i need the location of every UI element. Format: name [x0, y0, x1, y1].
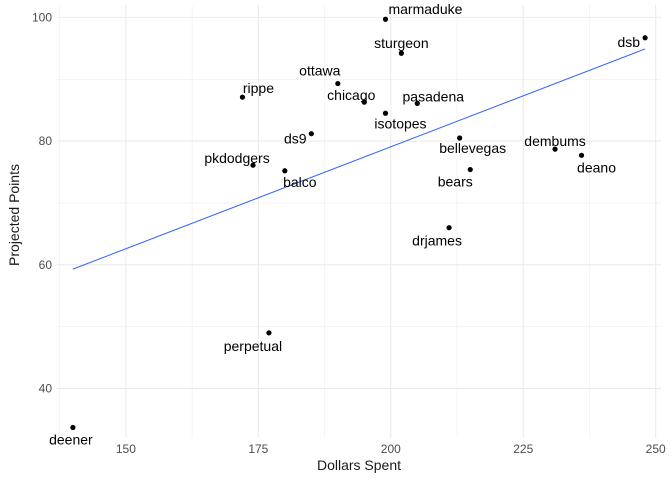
y-tick-label: 100: [32, 10, 52, 24]
data-point: [239, 94, 246, 100]
point-label: pkdodgers: [204, 150, 269, 166]
trend-line-layer: [72, 48, 646, 270]
point-label: pasadena: [403, 88, 465, 104]
data-points: [70, 16, 648, 431]
y-axis-title: Projected Points: [6, 164, 22, 266]
point-label: perpetual: [224, 338, 282, 354]
point-label: ds9: [284, 131, 307, 147]
y-tick-label: 40: [39, 382, 53, 396]
point-label: dsb: [618, 34, 641, 50]
point-label: deano: [577, 159, 616, 175]
point-label: marmaduke: [388, 1, 462, 17]
data-point: [282, 168, 288, 174]
data-point: [578, 152, 585, 158]
data-point: [398, 50, 404, 56]
point-label: isotopes: [374, 115, 426, 131]
data-point: [457, 135, 463, 141]
y-tick-label: 60: [39, 258, 53, 272]
trend-line: [72, 48, 646, 270]
x-tick-label: 250: [646, 442, 666, 456]
data-point: [308, 131, 314, 137]
data-point: [446, 225, 452, 231]
x-tick-label: 200: [381, 442, 401, 456]
data-point: [335, 80, 341, 87]
data-point: [361, 99, 367, 105]
point-label: chicago: [327, 87, 375, 103]
point-label: bears: [438, 174, 473, 190]
data-point: [250, 162, 256, 168]
data-point: [642, 35, 648, 41]
data-point: [382, 110, 389, 116]
data-point: [467, 166, 473, 173]
x-axis-title: Dollars Spent: [317, 457, 401, 473]
x-tick-label: 150: [116, 442, 136, 456]
data-point: [552, 146, 558, 152]
y-tick-label: 80: [39, 134, 53, 148]
point-labels: marmaduke sturgeon dsb ottawa chicago pasaden…: [49, 1, 640, 447]
grid-lines: [57, 5, 661, 438]
point-label: deener: [49, 431, 93, 447]
point-label: bellevegas: [439, 140, 506, 156]
x-axis-ticks: 150 175 200 225 250: [116, 442, 666, 456]
point-label: dembums: [524, 133, 585, 149]
point-label: balco: [283, 174, 317, 190]
x-tick-label: 225: [513, 442, 533, 456]
point-label: sturgeon: [374, 35, 428, 51]
data-point: [70, 424, 76, 431]
point-label: ottawa: [299, 63, 340, 79]
data-point: [382, 16, 389, 22]
y-axis-ticks: 40 60 80 100: [32, 10, 52, 395]
x-tick-label: 175: [248, 442, 268, 456]
data-point: [414, 100, 420, 106]
point-label: drjames: [412, 233, 462, 249]
data-point: [266, 330, 272, 336]
point-label: rippe: [243, 80, 274, 96]
